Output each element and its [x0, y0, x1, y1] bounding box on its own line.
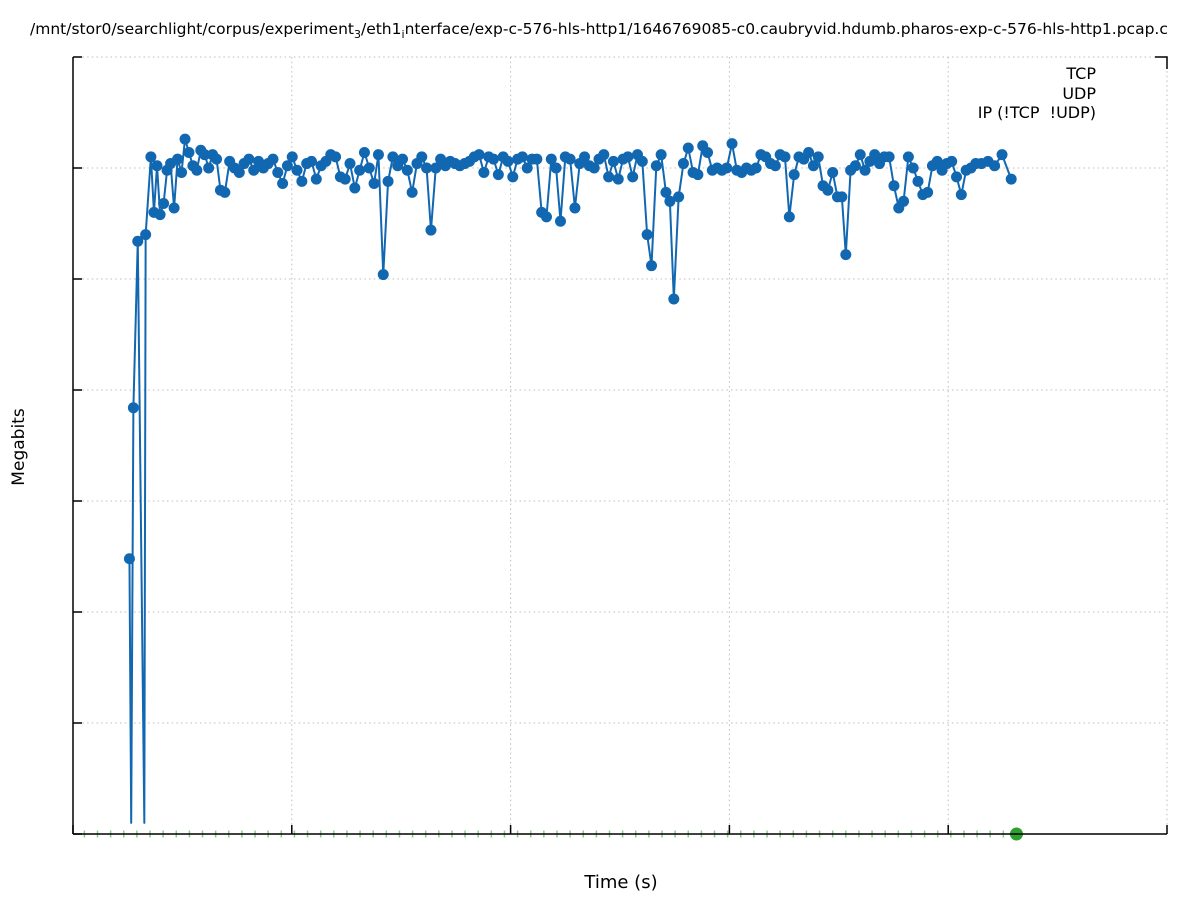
- legend-item-ip: IP (!TCP !UDP): [978, 103, 1162, 123]
- axes: [72, 56, 1168, 835]
- legend: TCP UDP IP (!TCP !UDP): [978, 64, 1162, 123]
- chart-title: /mnt/stor0/searchlight/corpus/experiment…: [30, 20, 1168, 41]
- chart-title-sub1: 3: [353, 28, 361, 41]
- legend-item-udp: UDP: [978, 84, 1162, 104]
- x-axis-label: Time (s): [584, 872, 658, 893]
- y-axis-label: Megabits: [9, 408, 29, 486]
- legend-sample-tcp: [1106, 67, 1162, 81]
- legend-label-tcp: TCP: [1066, 64, 1096, 84]
- chart-title-seg1: /mnt/stor0/searchlight/corpus/experiment: [30, 20, 354, 38]
- legend-label-udp: UDP: [1062, 83, 1096, 103]
- chart-title-seg2: /eth1: [360, 20, 402, 38]
- legend-sample-ip: [1106, 106, 1162, 120]
- legend-sample-udp: [1106, 86, 1162, 100]
- chart-title-seg3: nterface/exp-c-576-hls-http1/1646769085-…: [404, 20, 1168, 38]
- legend-label-ip: IP (!TCP !UDP): [977, 103, 1096, 123]
- series-tcp: [123, 133, 1017, 824]
- top-right-corner-tick: [1155, 56, 1168, 69]
- legend-item-tcp: TCP: [978, 64, 1162, 84]
- chart-title-sub2: i: [401, 28, 405, 41]
